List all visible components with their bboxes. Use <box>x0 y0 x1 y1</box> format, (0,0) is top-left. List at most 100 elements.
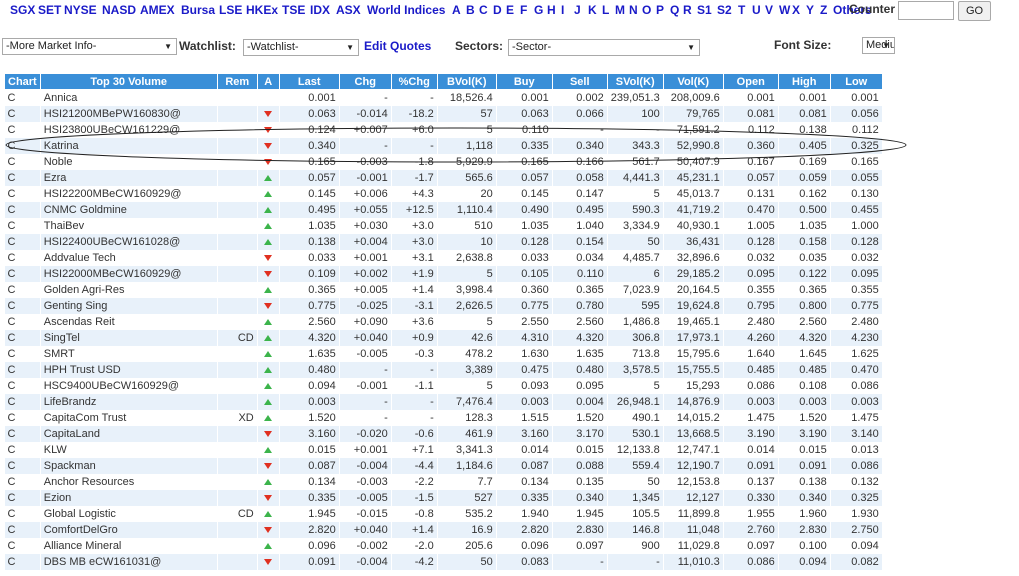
edit-quotes-link[interactable]: Edit Quotes <box>364 39 432 53</box>
column-header-sell[interactable]: Sell <box>551 73 608 90</box>
nav-letter-m[interactable]: M <box>615 3 625 17</box>
chart-link[interactable]: C <box>4 458 41 474</box>
chart-link[interactable]: C <box>4 234 41 250</box>
stock-name-link[interactable]: ComfortDelGro <box>40 522 218 538</box>
stock-name-link[interactable]: DBS MB eCW161031@ <box>40 554 218 570</box>
table-row[interactable]: C HSI22400UBeCW161028@ 0.138 +0.004 +3.0 10 0.… <box>4 234 883 250</box>
nav-letter-s2[interactable]: S2 <box>717 3 732 17</box>
alert-cell[interactable] <box>257 506 280 522</box>
chart-link[interactable]: C <box>4 218 41 234</box>
alert-cell[interactable] <box>257 298 280 314</box>
nav-letter-g[interactable]: G <box>534 3 544 17</box>
column-header-low[interactable]: Low <box>829 73 883 90</box>
alert-cell[interactable] <box>257 330 280 346</box>
nav-letter-others[interactable]: Others <box>833 3 872 17</box>
alert-cell[interactable] <box>257 538 280 554</box>
market-info-select[interactable]: -More Market Info- ▼ <box>2 38 177 55</box>
stock-name-link[interactable]: Katrina <box>40 138 218 154</box>
chart-link[interactable]: C <box>4 410 41 426</box>
column-header-high[interactable]: High <box>777 73 831 90</box>
stock-name-link[interactable]: Alliance Mineral <box>40 538 218 554</box>
nav-letter-d[interactable]: D <box>493 3 502 17</box>
table-row[interactable]: C Genting Sing 0.775 -0.025 -3.1 2,626.5 0.775… <box>4 298 883 314</box>
stock-name-link[interactable]: KLW <box>40 442 218 458</box>
alert-cell[interactable] <box>257 186 280 202</box>
table-row[interactable]: C ThaiBev 1.035 +0.030 +3.0 510 1.035 1.040 3,33… <box>4 218 883 234</box>
stock-name-link[interactable]: Ascendas Reit <box>40 314 218 330</box>
alert-cell[interactable] <box>257 138 280 154</box>
stock-name-link[interactable]: HSI21200MBePW160830@ <box>40 106 218 122</box>
table-row[interactable]: C CapitaLand 3.160 -0.020 -0.6 461.9 3.160 3.17… <box>4 426 883 442</box>
chart-link[interactable]: C <box>4 442 41 458</box>
alert-cell[interactable] <box>257 234 280 250</box>
table-row[interactable]: C Golden Agri-Res 0.365 +0.005 +1.4 3,998.4 0.… <box>4 282 883 298</box>
alert-cell[interactable] <box>257 170 280 186</box>
nav-market-hkex[interactable]: HKEx <box>246 3 279 17</box>
nav-letter-a[interactable]: A <box>452 3 461 17</box>
alert-cell[interactable] <box>257 266 280 282</box>
stock-name-link[interactable]: HSC9400UBeCW160929@ <box>40 378 218 394</box>
nav-letter-p[interactable]: P <box>656 3 665 17</box>
table-row[interactable]: C HPH Trust USD 0.480- -3,389 0.475 0.480 3,57… <box>4 362 883 378</box>
column-header-bvol-k[interactable]: BVol(K) <box>436 73 497 90</box>
nav-letter-w[interactable]: W <box>779 3 791 17</box>
column-header-buy[interactable]: Buy <box>495 73 553 90</box>
table-row[interactable]: C Ezion 0.335 -0.005 -1.5 527 0.335 0.340 1,345 1… <box>4 490 883 506</box>
nav-market-nasd[interactable]: NASD <box>102 3 137 17</box>
chart-link[interactable]: C <box>4 314 41 330</box>
alert-cell[interactable] <box>257 346 280 362</box>
stock-name-link[interactable]: Global Logistic <box>40 506 218 522</box>
stock-name-link[interactable]: HPH Trust USD <box>40 362 218 378</box>
go-button[interactable]: GO <box>958 1 991 21</box>
table-row[interactable]: C Addvalue Tech 0.033 +0.001 +3.1 2,638.8 0.03… <box>4 250 883 266</box>
column-header-vol-k[interactable]: Vol(K) <box>662 73 724 90</box>
stock-name-link[interactable]: HSI22200MBeCW160929@ <box>40 186 218 202</box>
stock-name-link[interactable]: Anchor Resources <box>40 474 218 490</box>
table-row[interactable]: C CapitaCom Trust XD 1.520- -128.3 1.515 1.520… <box>4 410 883 426</box>
table-row[interactable]: C SingTel CD 4.320 +0.040 +0.9 42.6 4.310 4.320 3… <box>4 330 883 346</box>
stock-name-link[interactable]: Spackman <box>40 458 218 474</box>
table-row[interactable]: C Anchor Resources 0.134 -0.003 -2.2 7.7 0.134… <box>4 474 883 490</box>
alert-cell[interactable] <box>257 362 280 378</box>
chart-link[interactable]: C <box>4 346 41 362</box>
column-header-a[interactable]: A <box>256 73 280 90</box>
chart-link[interactable]: C <box>4 506 41 522</box>
alert-cell[interactable] <box>257 378 280 394</box>
watchlist-select[interactable]: -Watchlist- ▼ <box>243 39 359 56</box>
nav-market-lse[interactable]: LSE <box>219 3 243 17</box>
alert-cell[interactable] <box>257 218 280 234</box>
nav-letter-x[interactable]: X <box>792 3 801 17</box>
nav-market-set[interactable]: SET <box>38 3 62 17</box>
chart-link[interactable]: C <box>4 89 41 106</box>
table-row[interactable]: C CNMC Goldmine 0.495 +0.055 +12.5 1,110.4 0.4… <box>4 202 883 218</box>
alert-cell[interactable] <box>257 250 280 266</box>
table-row[interactable]: C Ezra 0.057 -0.001 -1.7 565.6 0.057 0.058 4,441… <box>4 170 883 186</box>
nav-letter-t[interactable]: T <box>738 3 746 17</box>
chart-link[interactable]: C <box>4 250 41 266</box>
table-row[interactable]: C HSI23800UBeCW161229@ 0.124 +0.007 +6.0 5 0.1… <box>4 122 883 138</box>
nav-letter-s1[interactable]: S1 <box>697 3 712 17</box>
chart-link[interactable]: C <box>4 554 41 570</box>
column-header-rem[interactable]: Rem <box>216 73 258 90</box>
alert-cell[interactable] <box>257 106 280 122</box>
nav-letter-h[interactable]: H <box>547 3 556 17</box>
stock-name-link[interactable]: Noble <box>40 154 218 170</box>
stock-name-link[interactable]: HSI22400UBeCW161028@ <box>40 234 218 250</box>
stock-name-link[interactable]: LifeBrandz <box>40 394 218 410</box>
chart-link[interactable]: C <box>4 266 41 282</box>
nav-letter-j[interactable]: J <box>574 3 581 17</box>
nav-letter-e[interactable]: E <box>506 3 515 17</box>
chart-link[interactable]: C <box>4 138 41 154</box>
stock-name-link[interactable]: Ezra <box>40 170 218 186</box>
stock-name-link[interactable]: SMRT <box>40 346 218 362</box>
nav-letter-u[interactable]: U <box>752 3 761 17</box>
nav-letter-q[interactable]: Q <box>670 3 680 17</box>
chart-link[interactable]: C <box>4 154 41 170</box>
column-header-top-30-volume[interactable]: Top 30 Volume <box>39 73 218 90</box>
nav-letter-z[interactable]: Z <box>820 3 828 17</box>
alert-cell[interactable] <box>257 394 280 410</box>
nav-letter-r[interactable]: R <box>683 3 692 17</box>
font-size-select[interactable]: Medium ▼ <box>862 37 895 54</box>
column-header-last[interactable]: Last <box>278 73 340 90</box>
stock-name-link[interactable]: Ezion <box>40 490 218 506</box>
